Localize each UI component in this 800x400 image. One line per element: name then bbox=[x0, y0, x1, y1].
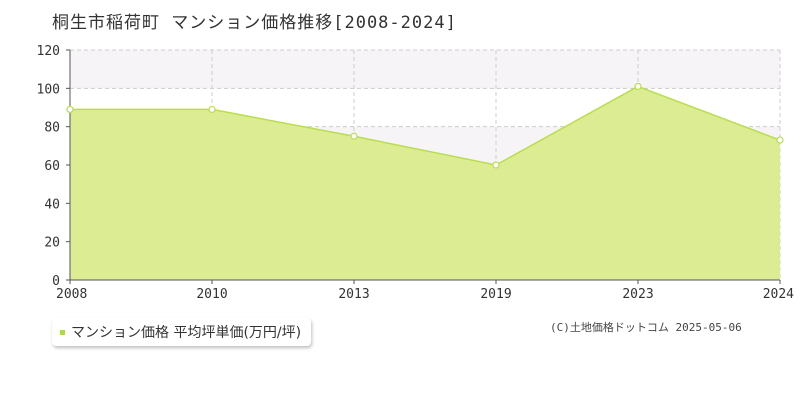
y-tick-label: 20 bbox=[44, 236, 60, 251]
y-tick-label: 120 bbox=[37, 44, 60, 59]
y-tick-label: 100 bbox=[37, 82, 60, 97]
x-tick-label: 2024 bbox=[763, 287, 794, 302]
data-point bbox=[492, 161, 500, 169]
data-point bbox=[776, 136, 784, 144]
y-tick-label: 60 bbox=[44, 159, 60, 174]
credit-text: (C)土地価格ドットコム 2025-05-06 bbox=[550, 321, 742, 334]
x-tick-label: 2010 bbox=[196, 287, 227, 302]
x-tick-label: 2023 bbox=[622, 287, 653, 302]
grid-band bbox=[70, 50, 780, 89]
y-tick-label: 0 bbox=[52, 274, 60, 289]
legend-label: マンション価格 平均坪単価(万円/坪) bbox=[71, 325, 302, 341]
series-line bbox=[70, 85, 781, 166]
data-point bbox=[208, 105, 216, 114]
legend-marker bbox=[60, 329, 65, 335]
x-tick-label: 2013 bbox=[338, 287, 369, 302]
x-tick-label: 2008 bbox=[56, 287, 87, 302]
data-point bbox=[350, 132, 358, 140]
legend: マンション価格 平均坪単価(万円/坪) bbox=[52, 318, 312, 346]
y-tick-label: 80 bbox=[44, 121, 60, 136]
y-tick-label: 40 bbox=[44, 197, 60, 212]
data-point bbox=[66, 105, 74, 114]
data-point bbox=[634, 82, 642, 91]
series-area bbox=[70, 86, 780, 281]
x-tick-label: 2019 bbox=[480, 287, 511, 302]
chart-title: 桐生市稲荷町 マンション価格推移[2008-2024] bbox=[52, 13, 457, 33]
